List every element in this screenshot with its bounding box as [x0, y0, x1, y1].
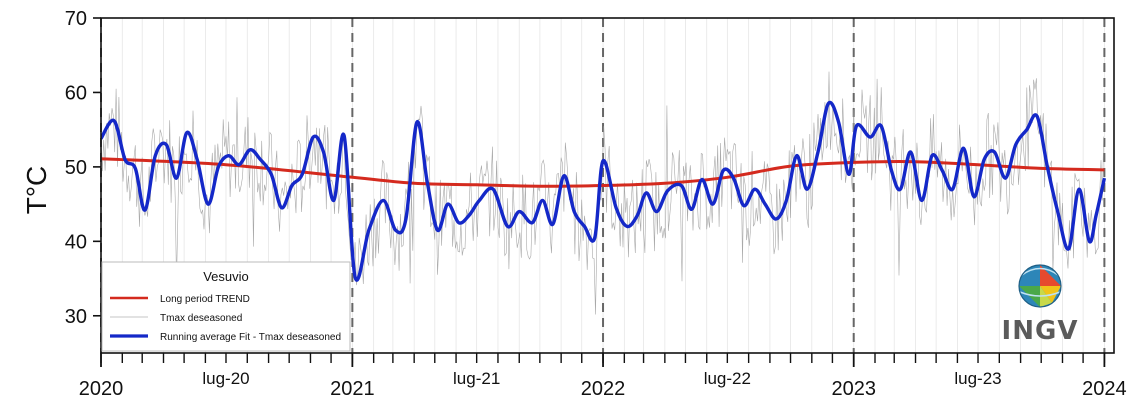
x-mid-label: lug-21: [453, 369, 500, 388]
ingv-logo: INGV: [1002, 264, 1079, 346]
x-mid-label: lug-22: [704, 369, 751, 388]
legend-label-running: Running average Fit - Tmax deseasoned: [160, 332, 341, 343]
x-tick-label: 2022: [581, 378, 626, 400]
x-mid-label: lug-23: [954, 369, 1001, 388]
globe-icon: [1018, 264, 1062, 308]
legend-label-tmax: Tmax deseasoned: [160, 313, 242, 324]
y-tick-label: 40: [65, 231, 87, 253]
y-axis-title: T°C: [21, 166, 52, 215]
y-tick-label: 30: [65, 306, 87, 328]
plot-lines: [101, 71, 1107, 315]
x-tick-label: 2024: [1082, 378, 1127, 400]
y-tick-label: 50: [65, 157, 87, 179]
x-tick-label: 2020: [79, 378, 124, 400]
plot-frame: [100, 17, 1115, 354]
x-tick-label: 2021: [330, 378, 375, 400]
y-axis: 30 40 50 60 70: [65, 8, 101, 328]
long-period-trend-line: [101, 157, 1105, 188]
y-tick-label: 60: [65, 82, 87, 104]
x-mid-label: lug-20: [202, 369, 249, 388]
legend-title: Vesuvio: [203, 269, 249, 284]
y-tick-label: 70: [65, 8, 87, 30]
logo-text: INGV: [1002, 316, 1079, 346]
running-average-line: [101, 100, 1107, 282]
legend-label-trend: Long period TREND: [160, 294, 250, 305]
x-axis: 2020 2021 2022 2023 2024 lug-20 lug-21 lug-22 lu…: [79, 353, 1127, 400]
x-tick-label: 2023: [831, 378, 876, 400]
legend: Vesuvio Long period TREND Tmax deseasone…: [101, 261, 351, 352]
